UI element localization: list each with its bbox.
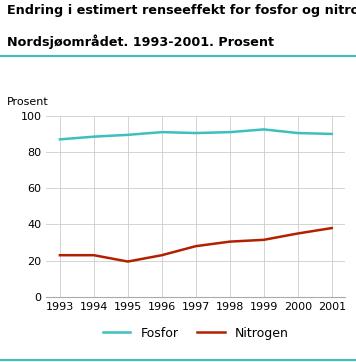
- Nitrogen: [194, 244, 198, 248]
- Fosfor: [295, 131, 300, 135]
- Nitrogen: [92, 253, 96, 257]
- Nitrogen: [58, 253, 62, 257]
- Line: Nitrogen: Nitrogen: [60, 228, 332, 261]
- Fosfor: [227, 130, 232, 134]
- Line: Fosfor: Fosfor: [60, 130, 332, 139]
- Fosfor: [330, 132, 334, 136]
- Nitrogen: [160, 253, 164, 257]
- Text: Nordsjøområdet. 1993-2001. Prosent: Nordsjøområdet. 1993-2001. Prosent: [7, 34, 274, 49]
- Fosfor: [126, 133, 130, 137]
- Nitrogen: [330, 226, 334, 230]
- Text: Endring i estimert renseeffekt for fosfor og nitrogen i: Endring i estimert renseeffekt for fosfo…: [7, 4, 356, 17]
- Fosfor: [92, 135, 96, 139]
- Legend: Fosfor, Nitrogen: Fosfor, Nitrogen: [98, 322, 294, 345]
- Fosfor: [194, 131, 198, 135]
- Nitrogen: [227, 240, 232, 244]
- Nitrogen: [126, 259, 130, 264]
- Nitrogen: [262, 238, 266, 242]
- Text: Prosent: Prosent: [7, 97, 49, 107]
- Fosfor: [160, 130, 164, 134]
- Fosfor: [262, 127, 266, 132]
- Fosfor: [58, 137, 62, 142]
- Nitrogen: [295, 231, 300, 236]
